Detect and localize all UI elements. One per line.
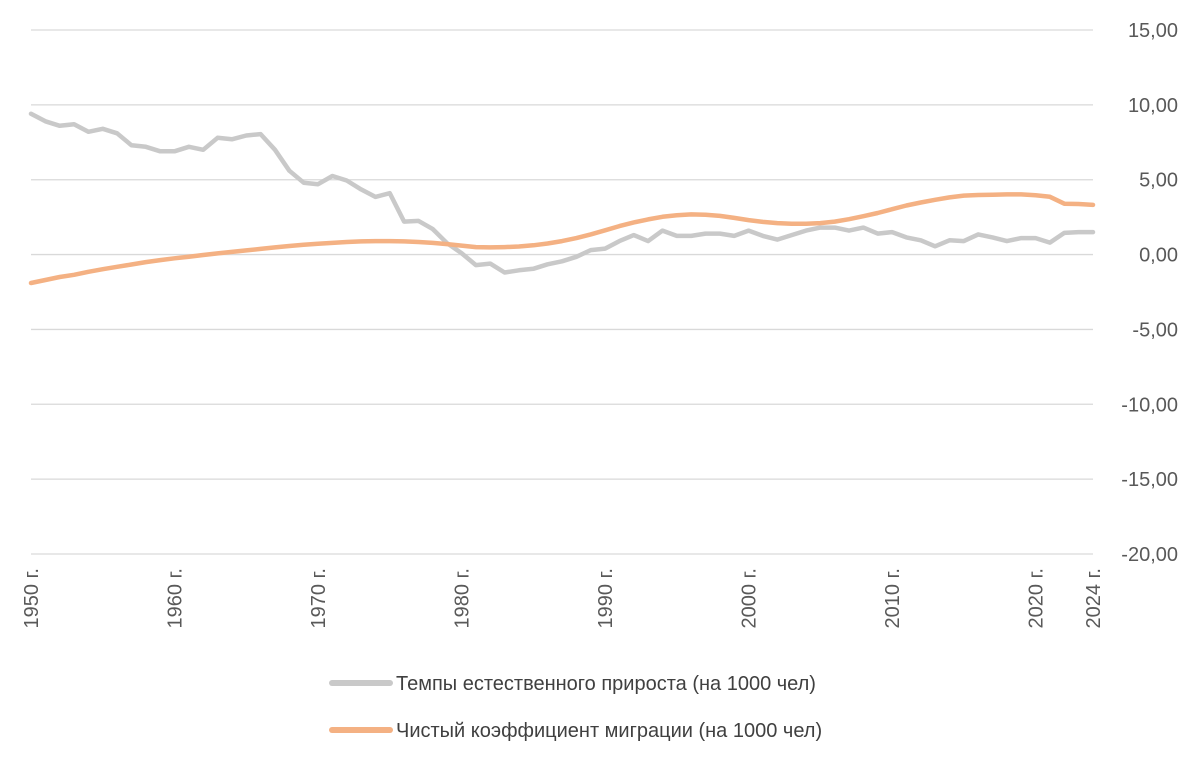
x-axis: 1950 г. 1960 г. 1970 г. 1980 г. 1990 г. 2000 … <box>21 568 1105 628</box>
y-tick-label: -5,00 <box>1132 319 1178 341</box>
x-tick-label: 2010 г. <box>882 568 904 628</box>
y-tick-label: 15,00 <box>1128 20 1178 42</box>
legend: Темпы естественного прироста (на 1000 че… <box>329 673 822 742</box>
x-tick-label: 2000 г. <box>739 568 761 628</box>
gridlines <box>31 29 1093 555</box>
series-lines <box>28 111 1096 286</box>
x-tick-label: 1980 г. <box>452 568 474 628</box>
y-tick-label: -15,00 <box>1121 469 1178 491</box>
legend-label-natural-growth: Темпы естественного прироста (на 1000 че… <box>396 673 816 695</box>
x-tick-label: 1990 г. <box>595 568 617 628</box>
y-tick-label: 5,00 <box>1139 170 1178 192</box>
series-line-net-migration <box>28 192 1096 286</box>
legend-item-natural-growth[interactable]: Темпы естественного прироста (на 1000 че… <box>329 673 816 695</box>
legend-label-net-migration: Чистый коэффициент миграции (на 1000 чел… <box>396 720 822 742</box>
x-tick-label: 1970 г. <box>308 568 330 628</box>
legend-item-net-migration[interactable]: Чистый коэффициент миграции (на 1000 чел… <box>329 720 822 742</box>
x-tick-label: 1950 г. <box>21 568 43 628</box>
y-tick-label: -10,00 <box>1121 394 1178 416</box>
y-tick-label: -20,00 <box>1121 544 1178 566</box>
x-tick-label: 2024 г. <box>1083 568 1105 628</box>
x-tick-label: 2020 г. <box>1026 568 1048 628</box>
series-line-natural-growth <box>28 111 1096 275</box>
y-tick-label: 0,00 <box>1139 245 1178 267</box>
x-tick-label: 1960 г. <box>165 568 187 628</box>
y-tick-label: 10,00 <box>1128 95 1178 117</box>
y-axis: 15,00 10,00 5,00 0,00 -5,00 -10,00 -15,00 -20,0… <box>1121 20 1178 566</box>
